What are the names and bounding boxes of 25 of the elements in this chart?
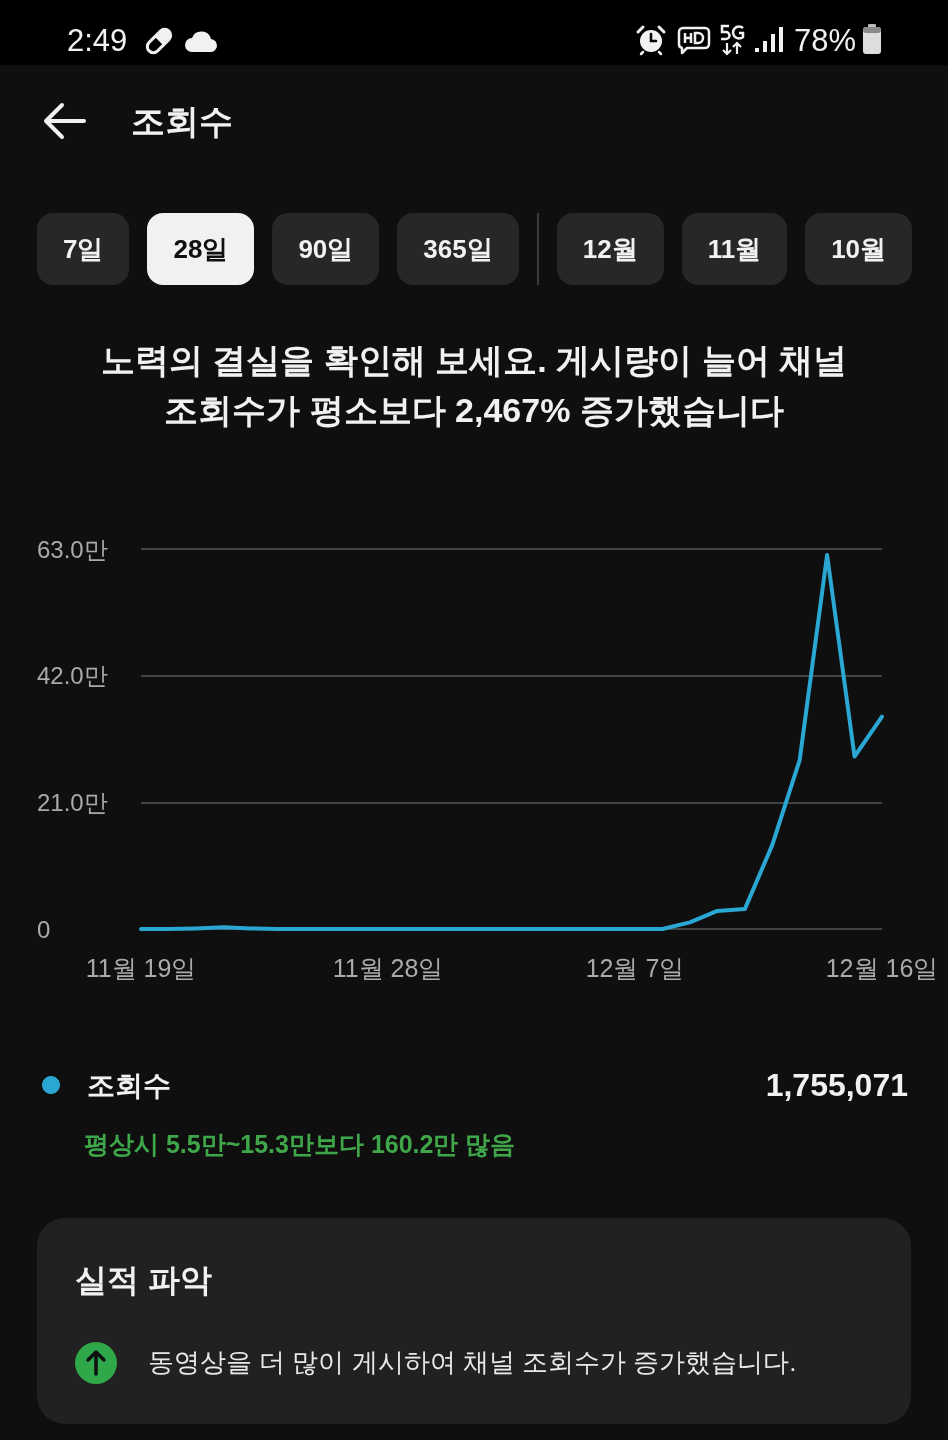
y-tick-label: 0 [37, 915, 51, 943]
text: 78% [794, 21, 857, 60]
text: 실적 파악 [75, 1261, 212, 1300]
text: 2:49 [67, 21, 128, 60]
y-tick-label: 63.0만 [37, 535, 108, 563]
x-tick-label: 11월 19일 [85, 953, 197, 982]
line-series [139, 553, 884, 931]
filter-chip: 7일 [37, 213, 130, 285]
text: 평상시 5.5만~15.3만보다 160.2만 많음 [84, 1128, 516, 1160]
filter-chip: 90일 [272, 213, 380, 285]
filter-chip: 365일 [397, 213, 519, 285]
filter-chip: 28일 [147, 213, 255, 285]
filter-chip: 10월 [805, 213, 913, 285]
x-tick-label: 11월 28일 [332, 953, 444, 982]
chart-subtitle: 노력의 결실을 확인해 보세요. 게시량이 늘어 채널 조회수가 평소보다 2,467% 증가했습니다 [100, 341, 848, 429]
x-tick-label: 12월 7일 [585, 953, 685, 982]
y-tick-label: 21.0만 [37, 788, 108, 816]
y-tick-label: 42.0만 [37, 662, 108, 690]
text: 동영상을 더 많이 게시하여 채널 조회수가 증가했습니다. [148, 1345, 797, 1379]
legend-label: 조회수 [87, 1069, 171, 1101]
x-tick-label: 12월 16일 [825, 953, 939, 982]
filter-chip: 11월 [681, 213, 788, 285]
filter-chip: 12월 [556, 213, 664, 285]
text: 1,755,071 [765, 1066, 908, 1105]
chart-title: 조회수 [131, 100, 233, 142]
